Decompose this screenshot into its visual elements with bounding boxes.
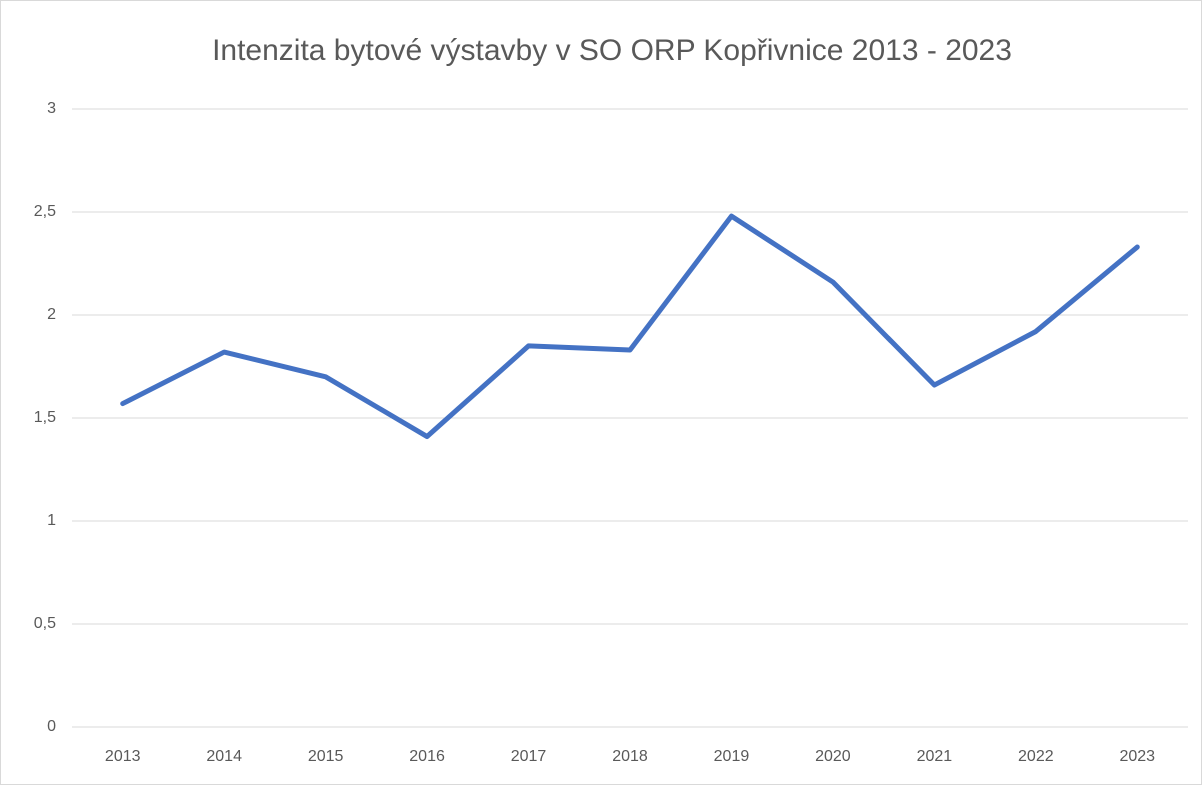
y-tick-label: 2 bbox=[47, 306, 56, 323]
x-tick-label: 2017 bbox=[511, 748, 547, 765]
x-tick-label: 2018 bbox=[612, 748, 648, 765]
y-tick-label: 0 bbox=[47, 718, 56, 735]
x-tick-label: 2015 bbox=[308, 748, 344, 765]
x-tick-label: 2013 bbox=[105, 748, 141, 765]
y-tick-label: 3 bbox=[47, 100, 56, 117]
x-tick-label: 2019 bbox=[714, 748, 750, 765]
x-tick-label: 2014 bbox=[206, 748, 242, 765]
x-tick-label: 2021 bbox=[917, 748, 953, 765]
x-tick-label: 2016 bbox=[409, 748, 445, 765]
line-series bbox=[120, 213, 1140, 440]
y-tick-label: 1,5 bbox=[34, 409, 56, 426]
x-tick-label: 2020 bbox=[815, 748, 851, 765]
x-tick-label: 2022 bbox=[1018, 748, 1054, 765]
y-tick-label: 0,5 bbox=[34, 615, 56, 632]
y-tick-label: 2,5 bbox=[34, 203, 56, 220]
chart-title: Intenzita bytové výstavby v SO ORP Kopři… bbox=[212, 34, 1012, 67]
x-tick-label: 2023 bbox=[1119, 748, 1155, 765]
y-tick-label: 1 bbox=[47, 512, 56, 529]
